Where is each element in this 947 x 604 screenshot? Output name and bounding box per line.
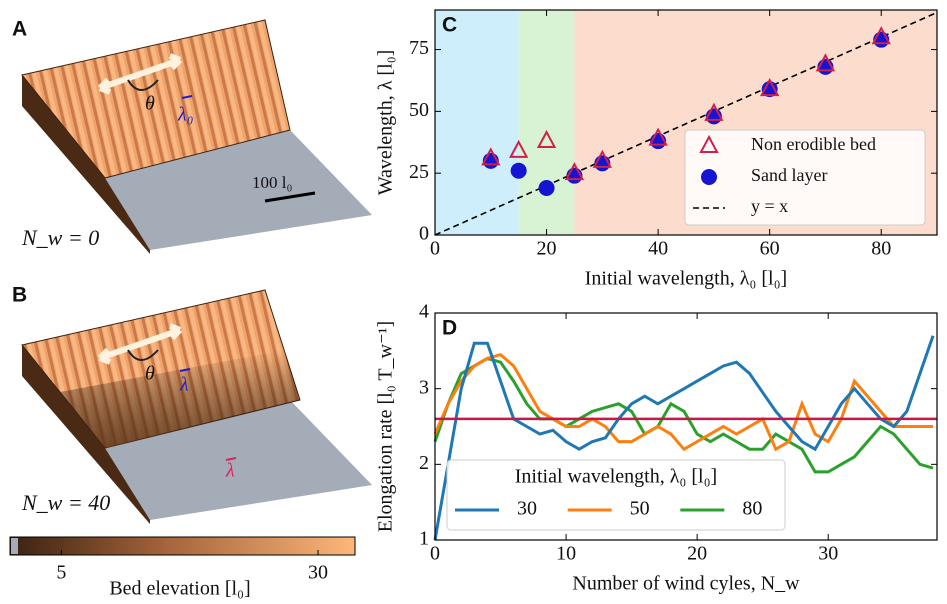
- marker: [509, 139, 529, 158]
- legend-label: 30: [517, 498, 537, 520]
- legend-label: y = x: [751, 196, 788, 216]
- wind-cycles-label: N_w = 40: [21, 490, 110, 515]
- panel-letter: D: [442, 317, 457, 340]
- marker: [761, 81, 778, 98]
- scale-bar: [264, 191, 316, 203]
- wind-arrow: [97, 53, 183, 95]
- legend-label: 80: [742, 498, 762, 520]
- colorbar-label: Bed elevation [l₀]: [109, 578, 250, 600]
- y-tick-label: 75: [409, 37, 429, 59]
- panel-b: B θ λ λ N_w = 40: [12, 284, 372, 524]
- y-tick-label: 0: [419, 223, 429, 245]
- x-tick-label: 20: [687, 543, 707, 565]
- legend-label: Sand layer: [751, 165, 827, 185]
- wavelength-label: λ: [225, 460, 235, 482]
- marker: [815, 53, 836, 72]
- angle-label: θ: [145, 363, 155, 385]
- legend-box: [446, 459, 786, 531]
- legend: Initial wavelength, λ₀ [l₀] 30 50 80: [446, 459, 786, 531]
- side-face: [22, 345, 150, 524]
- x-tick-label: 0: [430, 543, 440, 565]
- marker: [510, 162, 527, 179]
- x-tick-label: 0: [430, 238, 440, 260]
- x-axis-label: Initial wavelength, λ₀ [l₀]: [585, 268, 787, 290]
- y-axis-label: Wavelength, λ [l₀]: [375, 50, 397, 196]
- marker: [536, 129, 557, 149]
- marker: [760, 77, 780, 97]
- wavelength-label: λ: [179, 374, 189, 396]
- region: [518, 10, 575, 235]
- colorbar-tick-label: 30: [308, 562, 328, 584]
- wavelength-marker: [181, 95, 193, 99]
- wavelength-marker: [179, 368, 191, 372]
- x-tick-label: 80: [871, 238, 891, 260]
- colorbar: [9, 536, 356, 556]
- panel-letter: B: [12, 284, 27, 307]
- line: [433, 352, 934, 452]
- wavelength-marker: [225, 457, 237, 461]
- panel-letter: C: [442, 14, 457, 37]
- legend-label: Non erodible bed: [751, 134, 876, 154]
- plate: [105, 130, 372, 250]
- side-face: [22, 75, 150, 254]
- wind-cycles-label: N_w = 0: [21, 225, 99, 250]
- marker: [592, 149, 612, 168]
- angle-label: θ: [145, 93, 155, 115]
- marker: [538, 180, 555, 197]
- reference-line: [434, 11, 938, 236]
- x-tick-label: 40: [648, 238, 668, 260]
- wind-arrow: [97, 323, 183, 365]
- colorbar-tick-label: 5: [56, 562, 66, 584]
- angle-arc: [127, 79, 159, 91]
- x-tick-label: 20: [537, 238, 557, 260]
- legend-swatch: [701, 169, 717, 185]
- y-axis-label: Elongation rate [l₀ T_w⁻¹]: [375, 321, 397, 532]
- line: [433, 356, 934, 474]
- y-tick-label: 1: [419, 528, 429, 550]
- y-tick-label: 50: [409, 99, 429, 121]
- panel-a: A θ λ₀ 100 l₀ N_w = 0: [12, 18, 372, 254]
- legend-box: [684, 129, 926, 226]
- marker: [564, 162, 585, 181]
- y-tick-label: 3: [419, 376, 429, 398]
- legend: Non erodible bed Sand layer y = x: [684, 129, 926, 226]
- legend-title: Initial wavelength, λ₀ [l₀]: [515, 466, 717, 488]
- marker: [871, 26, 891, 45]
- fingers: [60, 350, 300, 448]
- plate: [105, 400, 372, 520]
- y-tick-label: 25: [409, 161, 429, 183]
- bedforms: [21, 19, 291, 179]
- marker: [704, 102, 724, 121]
- wavelength-label: λ₀: [177, 104, 194, 126]
- axes-frame: [434, 9, 938, 236]
- line: [433, 335, 935, 541]
- x-tick-label: 30: [818, 543, 838, 565]
- region: [435, 10, 519, 235]
- panel-letter: A: [12, 18, 27, 41]
- x-tick-label: 60: [760, 238, 780, 260]
- marker: [481, 147, 501, 166]
- x-tick-label: 10: [556, 543, 576, 565]
- scale-label: 100 l₀: [252, 173, 292, 192]
- marker: [648, 127, 668, 146]
- colorbar-gap: [11, 538, 18, 554]
- angle-arc: [127, 349, 159, 361]
- legend-swatch: [699, 134, 719, 153]
- y-tick-label: 2: [419, 452, 429, 474]
- x-axis-label: Number of wind cyles, N_w: [572, 573, 800, 595]
- axes-frame: [434, 312, 938, 541]
- y-tick-label: 4: [419, 301, 429, 323]
- legend-label: 50: [630, 498, 650, 520]
